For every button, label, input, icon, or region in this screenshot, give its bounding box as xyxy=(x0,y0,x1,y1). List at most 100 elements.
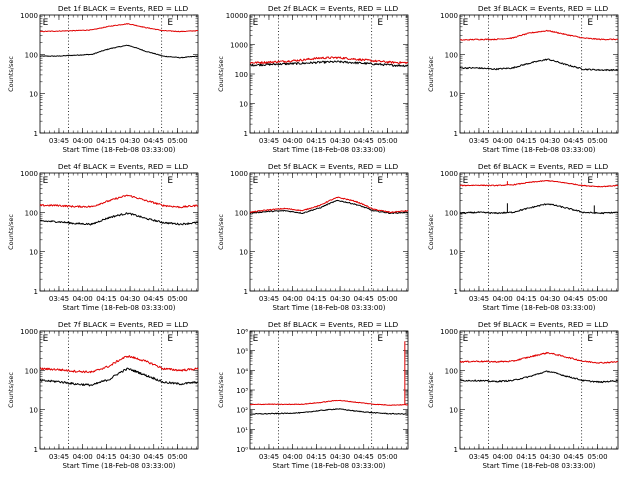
e-marker: E xyxy=(43,18,49,28)
x-axis-label: Start Time (18-Feb-08 03:33:00) xyxy=(272,462,385,470)
e-marker: E xyxy=(167,176,173,186)
y-axis-label: Counts/sec xyxy=(427,372,435,408)
x-tick-label: 03:45 xyxy=(469,137,489,145)
e-marker: E xyxy=(587,18,593,28)
x-axis-label: Start Time (18-Feb-08 03:33:00) xyxy=(62,462,175,470)
e-marker: E xyxy=(43,176,49,186)
y-axis-label: Counts/sec xyxy=(7,372,15,408)
e-marker: E xyxy=(43,334,49,344)
e-marker: E xyxy=(253,334,259,344)
x-axis-label: Start Time (18-Feb-08 03:33:00) xyxy=(482,146,595,154)
series-line-lld xyxy=(39,194,199,209)
x-tick-label: 04:30 xyxy=(120,137,140,145)
detector-panel-1: Det 1f BLACK = Events, RED = LLD 1 10 100 10… xyxy=(7,4,199,154)
plot-frame xyxy=(39,172,199,292)
series-line-events xyxy=(459,370,619,384)
x-axis-label: Start Time (18-Feb-08 03:33:00) xyxy=(482,462,595,470)
x-tick-label: 04:30 xyxy=(330,453,350,461)
y-tick-label: 1000 xyxy=(440,12,458,20)
panel-title: Det 1f BLACK = Events, RED = LLD xyxy=(58,4,189,13)
x-tick-label: 04:00 xyxy=(73,137,93,145)
detector-panel-3: Det 3f BLACK = Events, RED = LLD 1 10 100 10… xyxy=(427,4,619,154)
x-tick-label: 05:00 xyxy=(167,137,187,145)
series-line-lld xyxy=(249,196,409,214)
x-tick-label: 04:45 xyxy=(564,295,584,303)
y-tick-label: 10 xyxy=(29,91,38,99)
y-tick-label: 100 xyxy=(445,209,458,217)
x-tick-label: 04:00 xyxy=(283,137,303,145)
x-tick-label: 04:30 xyxy=(540,137,560,145)
plot-frame xyxy=(459,172,619,292)
x-tick-label: 04:15 xyxy=(516,453,536,461)
x-tick-label: 04:00 xyxy=(493,295,513,303)
e-marker: E xyxy=(253,176,259,186)
y-tick-label: 10³ xyxy=(236,387,248,395)
x-tick-label: 04:45 xyxy=(144,295,164,303)
y-tick-label: 1000 xyxy=(230,170,248,178)
y-tick-label: 10⁰ xyxy=(236,446,248,454)
y-axis-label: Counts/sec xyxy=(427,56,435,92)
panel-title: Det 8f BLACK = Events, RED = LLD xyxy=(268,320,399,329)
x-tick-label: 04:15 xyxy=(96,137,116,145)
series-line-events xyxy=(39,367,199,387)
y-axis-label: Counts/sec xyxy=(217,56,225,92)
plot-frame xyxy=(249,330,409,450)
y-tick-label: 100 xyxy=(25,367,38,375)
x-tick-label: 03:45 xyxy=(259,295,279,303)
series-line-events xyxy=(249,60,409,68)
x-tick-label: 04:00 xyxy=(283,453,303,461)
plot-frame xyxy=(39,330,199,450)
panel-title: Det 6f BLACK = Events, RED = LLD xyxy=(478,162,609,171)
y-tick-label: 10⁴ xyxy=(236,367,248,375)
detector-panel-9: Det 9f BLACK = Events, RED = LLD 1 10 100 10… xyxy=(427,320,619,470)
plot-frame xyxy=(249,172,409,292)
panel-title: Det 2f BLACK = Events, RED = LLD xyxy=(268,4,399,13)
x-tick-label: 04:00 xyxy=(493,137,513,145)
x-tick-label: 04:15 xyxy=(306,295,326,303)
y-tick-label: 10 xyxy=(449,91,458,99)
series-line-lld xyxy=(249,399,409,406)
detector-panel-5: Det 5f BLACK = Events, RED = LLD 1 10 100 10… xyxy=(217,162,409,312)
e-marker: E xyxy=(587,334,593,344)
x-tick-label: 05:00 xyxy=(587,137,607,145)
x-tick-label: 04:15 xyxy=(516,137,536,145)
x-tick-label: 04:15 xyxy=(306,137,326,145)
x-tick-label: 03:45 xyxy=(49,453,69,461)
e-marker: E xyxy=(253,18,259,28)
plot-frame xyxy=(459,14,619,134)
y-tick-label: 1 xyxy=(454,288,458,296)
series-line-events xyxy=(459,203,619,215)
y-axis-label: Counts/sec xyxy=(217,214,225,250)
y-tick-label: 10 xyxy=(449,407,458,415)
x-tick-label: 04:15 xyxy=(516,295,536,303)
e-marker: E xyxy=(587,176,593,186)
x-tick-label: 05:00 xyxy=(587,453,607,461)
y-tick-label: 1 xyxy=(454,446,458,454)
x-tick-label: 04:30 xyxy=(540,295,560,303)
y-tick-label: 10 xyxy=(239,101,248,109)
x-tick-label: 03:45 xyxy=(469,453,489,461)
x-tick-label: 04:15 xyxy=(96,453,116,461)
e-marker: E xyxy=(167,18,173,28)
series-line-lld xyxy=(459,180,619,188)
y-tick-label: 1000 xyxy=(440,170,458,178)
x-tick-label: 05:00 xyxy=(167,295,187,303)
y-tick-label: 10 xyxy=(29,249,38,257)
series-line-events xyxy=(39,212,199,226)
y-tick-label: 1000 xyxy=(230,42,248,50)
x-tick-label: 04:00 xyxy=(73,295,93,303)
series-line-events xyxy=(249,408,409,415)
x-tick-label: 05:00 xyxy=(167,453,187,461)
y-tick-label: 1000 xyxy=(20,328,38,336)
plot-frame xyxy=(459,330,619,450)
x-tick-label: 04:30 xyxy=(120,295,140,303)
x-tick-label: 05:00 xyxy=(377,453,397,461)
x-tick-label: 05:00 xyxy=(587,295,607,303)
x-tick-label: 04:30 xyxy=(330,295,350,303)
e-marker: E xyxy=(167,334,173,344)
y-tick-label: 10 xyxy=(239,249,248,257)
x-tick-label: 04:00 xyxy=(493,453,513,461)
panel-title: Det 9f BLACK = Events, RED = LLD xyxy=(478,320,609,329)
panel-title: Det 3f BLACK = Events, RED = LLD xyxy=(478,4,609,13)
y-tick-label: 100 xyxy=(25,209,38,217)
